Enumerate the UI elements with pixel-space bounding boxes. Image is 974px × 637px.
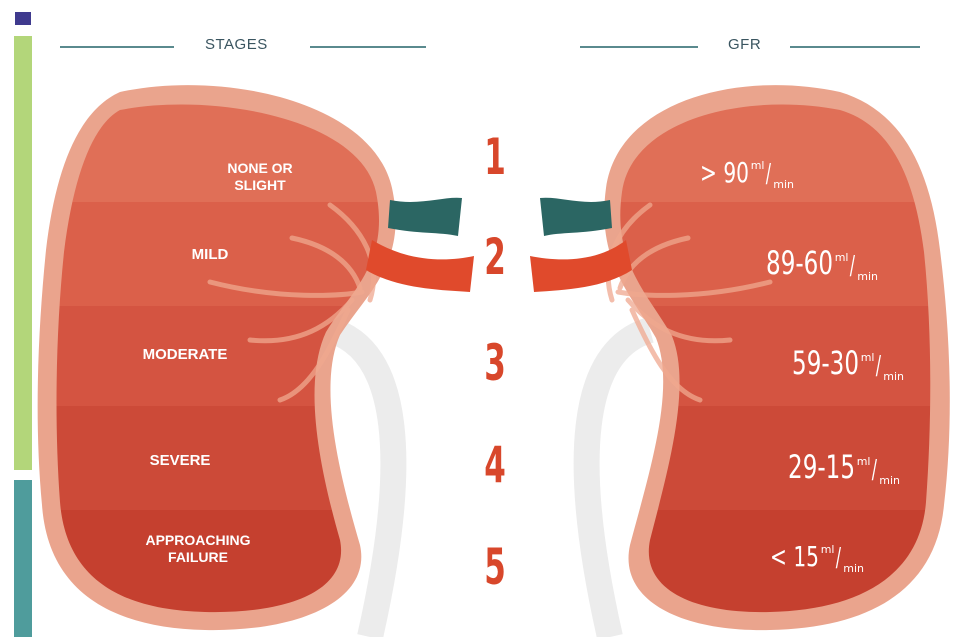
stage-name-2: MILD	[191, 246, 229, 263]
gfr-unit-ml-3: ml	[860, 351, 875, 364]
gfr-unit-ml-4: ml	[856, 455, 871, 468]
gfr-unit-min-4: min	[879, 474, 900, 487]
gfr-unit-min-3: min	[883, 370, 904, 383]
stages-header-line-left	[60, 46, 174, 48]
gfr-value-2: 89-60 ml/min	[740, 244, 878, 283]
gfr-unit-ml-1: ml	[750, 159, 765, 172]
gfr-number-2: 89-60	[765, 244, 833, 282]
stage-number-1: 1	[484, 128, 506, 186]
gfr-number-1: > 90	[699, 156, 749, 189]
stage-number-5: 5	[484, 538, 506, 596]
stage-name-5: APPROACHING FAILURE	[145, 532, 251, 565]
stages-header-line-right	[310, 46, 426, 48]
gfr-header-line-left	[580, 46, 698, 48]
right-kidney-calyces	[605, 202, 773, 403]
gfr-value-1: > 90 ml/min	[681, 156, 794, 191]
artery-left	[366, 240, 474, 292]
stage-name-4: SEVERE	[149, 452, 211, 469]
stages-header: STAGES	[205, 36, 268, 53]
gfr-number-3: 59-30	[791, 344, 859, 382]
gfr-header: GFR	[728, 36, 762, 53]
vein-right	[540, 197, 612, 236]
gfr-number-5: < 15	[769, 540, 819, 573]
gfr-value-4: 29-15 ml/min	[762, 448, 900, 487]
gfr-unit-ml-2: ml	[834, 251, 849, 264]
stage-number-4: 4	[484, 436, 506, 494]
stage-number-3: 3	[484, 334, 506, 392]
vein-left	[388, 197, 462, 236]
ureter-right	[573, 317, 655, 637]
left-kidney-calyces	[207, 202, 376, 403]
corner-square	[15, 12, 31, 25]
sidebar-green-bar	[14, 36, 32, 470]
gfr-unit-ml-5: ml	[820, 543, 835, 556]
gfr-slash-1: /	[766, 159, 772, 189]
gfr-value-3: 59-30 ml/min	[766, 344, 904, 383]
artery-right	[530, 240, 632, 292]
stage-name-1: NONE OR SLIGHT	[227, 160, 293, 193]
stage-name-3: MODERATE	[142, 346, 228, 363]
gfr-header-line-right	[790, 46, 920, 48]
gfr-slash-2: /	[850, 251, 856, 281]
gfr-slash-5: /	[836, 543, 842, 573]
gfr-number-4: 29-15	[787, 448, 855, 486]
gfr-slash-3: /	[876, 351, 882, 381]
stage-number-2: 2	[484, 228, 506, 286]
gfr-unit-min-2: min	[857, 270, 878, 283]
sidebar-teal-bar	[14, 480, 32, 637]
gfr-unit-min-5: min	[843, 562, 864, 575]
gfr-value-5: < 15 ml/min	[751, 540, 864, 575]
gfr-slash-4: /	[872, 455, 878, 485]
gfr-unit-min-1: min	[773, 178, 794, 191]
ureter-left	[325, 317, 407, 637]
